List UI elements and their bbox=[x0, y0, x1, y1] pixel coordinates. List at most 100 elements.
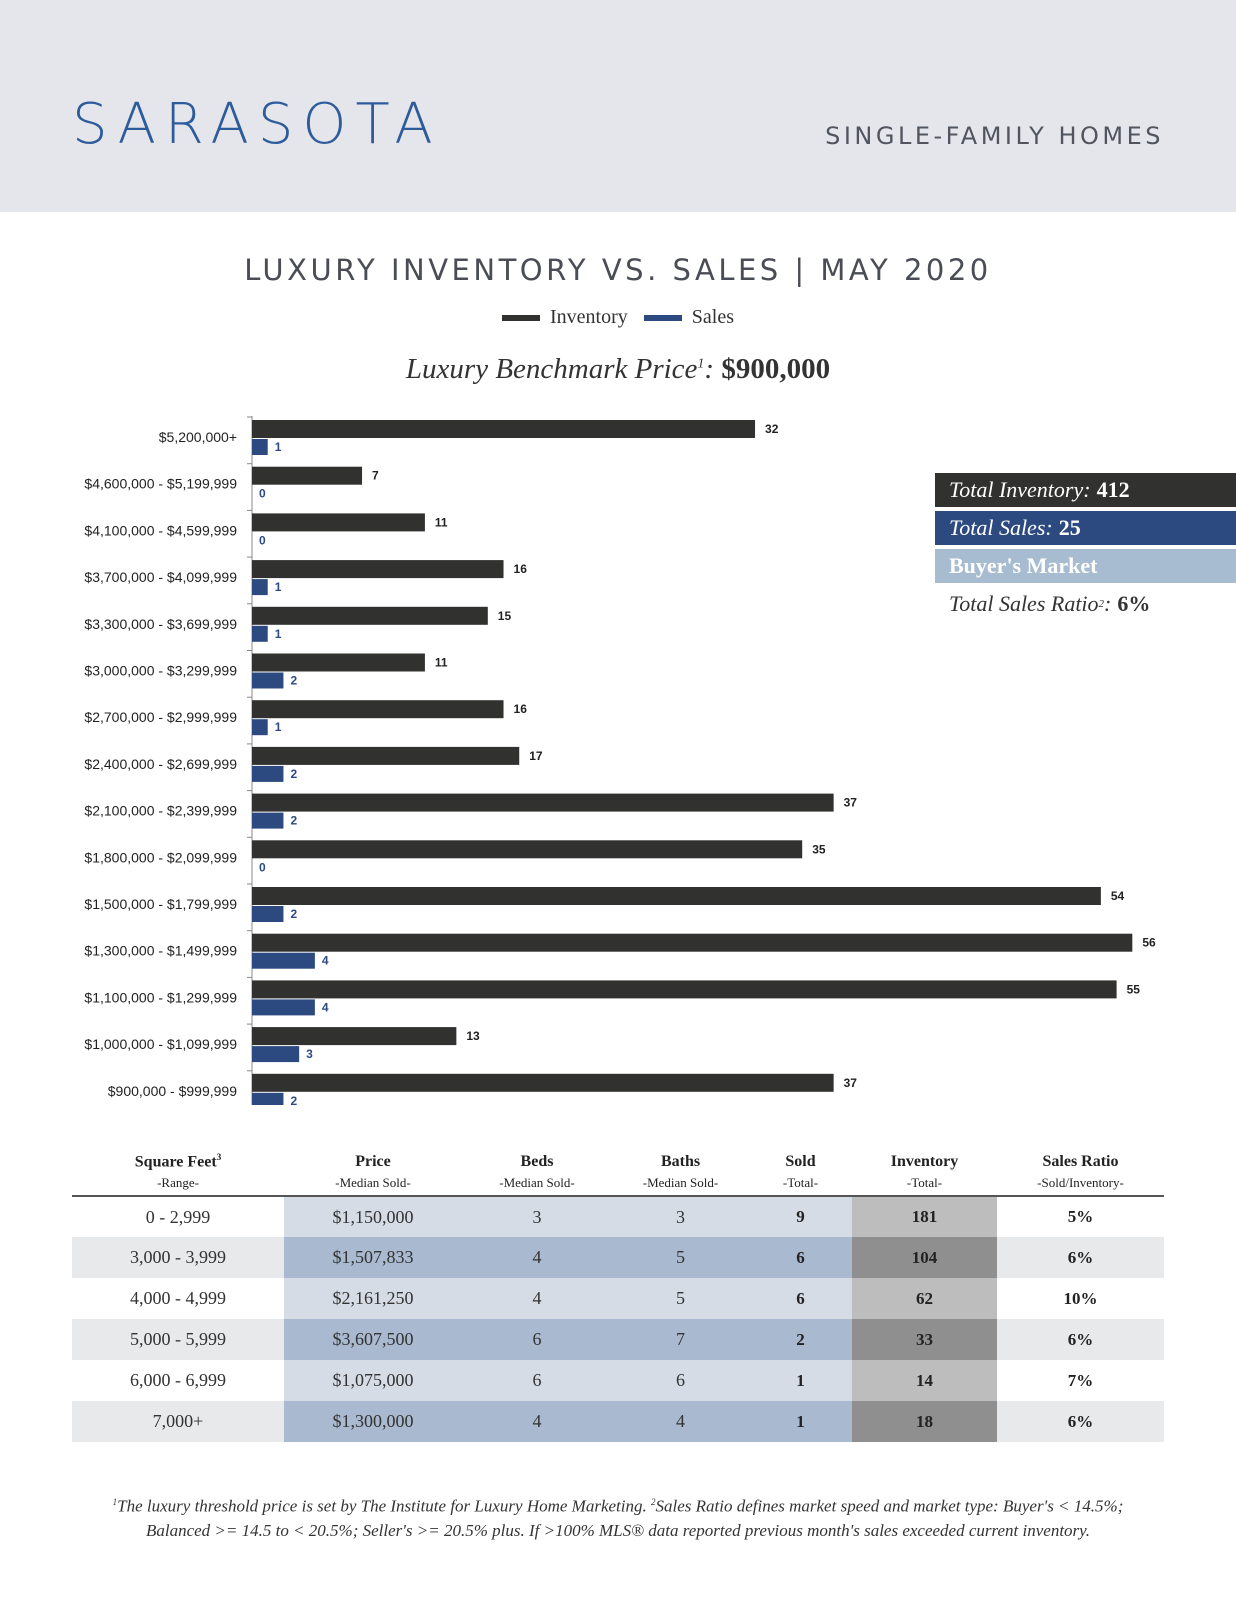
header-beds: Beds bbox=[520, 1153, 554, 1170]
cell-sold: 6 bbox=[749, 1237, 852, 1278]
category-label: $1,800,000 - $2,099,999 bbox=[84, 849, 237, 865]
cell-range: 7,000+ bbox=[72, 1401, 284, 1442]
sales-data-label: 0 bbox=[259, 860, 266, 874]
cell-price: $1,300,000 bbox=[284, 1401, 462, 1442]
sales-data-label: 2 bbox=[290, 1094, 297, 1105]
table-header-row: Square Feet3 Price Beds Baths Sold Inven… bbox=[72, 1150, 1164, 1174]
sales-data-label: 3 bbox=[306, 1047, 313, 1061]
cell-beds: 4 bbox=[462, 1278, 612, 1319]
cell-baths: 3 bbox=[612, 1196, 749, 1237]
sales-bar bbox=[252, 439, 268, 455]
footnote-sup-1: 1 bbox=[112, 1497, 118, 1507]
inventory-data-label: 13 bbox=[466, 1029, 480, 1043]
cell-beds: 4 bbox=[462, 1401, 612, 1442]
sales-data-label: 1 bbox=[275, 440, 282, 454]
sales-data-label: 1 bbox=[275, 580, 282, 594]
total-sales-label: Total Sales: bbox=[949, 515, 1053, 540]
inventory-bar bbox=[252, 560, 504, 579]
inventory-data-label: 56 bbox=[1142, 936, 1156, 950]
chart-title: LUXURY INVENTORY VS. SALES | MAY 2020 bbox=[244, 253, 992, 287]
cell-beds: 4 bbox=[462, 1237, 612, 1278]
footnote-line-1b: Sales Ratio defines market speed and mar… bbox=[655, 1496, 1124, 1516]
total-sales-box: Total Sales: 25 bbox=[935, 511, 1236, 545]
city-title: SARASOTA bbox=[72, 92, 442, 157]
header-price: Price bbox=[355, 1153, 391, 1170]
benchmark-sup: 1 bbox=[697, 356, 705, 372]
cell-inventory: 33 bbox=[852, 1319, 997, 1360]
cell-sales-ratio: 6% bbox=[997, 1401, 1164, 1442]
inventory-data-label: 7 bbox=[372, 469, 379, 483]
cell-price: $1,150,000 bbox=[284, 1196, 462, 1237]
category-label: $2,700,000 - $2,999,999 bbox=[84, 709, 237, 725]
cell-sold: 1 bbox=[749, 1401, 852, 1442]
footnote: 1The luxury threshold price is set by Th… bbox=[72, 1490, 1164, 1543]
cell-range: 4,000 - 4,999 bbox=[72, 1278, 284, 1319]
cell-beds: 3 bbox=[462, 1196, 612, 1237]
subheader-inventory: -Total- bbox=[852, 1174, 997, 1197]
cell-sales-ratio: 6% bbox=[997, 1237, 1164, 1278]
cell-sold: 2 bbox=[749, 1319, 852, 1360]
category-label: $2,400,000 - $2,699,999 bbox=[84, 756, 237, 772]
square-feet-table: Square Feet3 Price Beds Baths Sold Inven… bbox=[72, 1150, 1164, 1442]
inventory-data-label: 11 bbox=[435, 515, 448, 529]
cell-sales-ratio: 5% bbox=[997, 1196, 1164, 1237]
footnote-sup-2: 2 bbox=[651, 1497, 656, 1507]
sales-data-label: 2 bbox=[290, 814, 297, 828]
header-baths: Baths bbox=[660, 1153, 701, 1170]
inventory-data-label: 11 bbox=[435, 656, 448, 670]
category-label: $900,000 - $999,999 bbox=[108, 1083, 237, 1099]
cell-sales-ratio: 10% bbox=[997, 1278, 1164, 1319]
sales-data-label: 2 bbox=[290, 674, 297, 688]
inventory-data-label: 16 bbox=[514, 562, 528, 576]
sales-bar bbox=[252, 672, 284, 689]
sales-data-label: 4 bbox=[322, 1000, 329, 1014]
legend-swatch-sales bbox=[643, 314, 682, 321]
table-row: 6,000 - 6,999 $1,075,000 6 6 1 14 7% bbox=[72, 1360, 1164, 1401]
header-sold: Sold bbox=[785, 1153, 816, 1170]
inventory-bar bbox=[252, 1027, 457, 1046]
inventory-bar bbox=[252, 840, 803, 859]
inventory-data-label: 32 bbox=[765, 422, 779, 436]
subheader-beds: -Median Sold- bbox=[462, 1174, 612, 1197]
total-inventory-label: Total Inventory: bbox=[949, 477, 1091, 502]
table-row: 3,000 - 3,999 $1,507,833 4 5 6 104 6% bbox=[72, 1237, 1164, 1278]
cell-inventory: 104 bbox=[852, 1237, 997, 1278]
cell-baths: 5 bbox=[612, 1278, 749, 1319]
table-row: 0 - 2,999 $1,150,000 3 3 9 181 5% bbox=[72, 1196, 1164, 1237]
cell-price: $2,161,250 bbox=[284, 1278, 462, 1319]
legend-label-sales: Sales bbox=[691, 306, 734, 328]
category-label: $3,000,000 - $3,299,999 bbox=[84, 663, 237, 679]
inventory-data-label: 55 bbox=[1127, 982, 1141, 996]
benchmark-value: $900,000 bbox=[721, 353, 831, 385]
category-label: $5,200,000+ bbox=[159, 429, 237, 445]
header-sales-ratio: Sales Ratio bbox=[1042, 1153, 1119, 1170]
legend-label-inventory: Inventory bbox=[550, 306, 628, 328]
inventory-bar bbox=[252, 746, 520, 765]
inventory-bar bbox=[252, 606, 488, 625]
inventory-bar bbox=[252, 980, 1117, 999]
table-subheader-row: -Range- -Median Sold- -Median Sold- -Med… bbox=[72, 1174, 1164, 1197]
footnote-line-2: Balanced >= 14.5 to < 20.5%; Seller's >=… bbox=[145, 1520, 1091, 1540]
cell-beds: 6 bbox=[462, 1319, 612, 1360]
sales-data-label: 0 bbox=[259, 533, 266, 547]
inventory-data-label: 54 bbox=[1111, 889, 1125, 903]
cell-price: $1,507,833 bbox=[284, 1237, 462, 1278]
sales-bar bbox=[252, 1046, 300, 1063]
legend-item-inventory: Inventory bbox=[502, 306, 628, 329]
sales-bar bbox=[252, 952, 315, 969]
category-label: $4,600,000 - $5,199,999 bbox=[84, 476, 237, 492]
cell-sales-ratio: 6% bbox=[997, 1319, 1164, 1360]
cell-beds: 6 bbox=[462, 1360, 612, 1401]
category-label: $1,500,000 - $1,799,999 bbox=[84, 896, 237, 912]
cell-baths: 4 bbox=[612, 1401, 749, 1442]
category-label: $3,300,000 - $3,699,999 bbox=[84, 616, 237, 632]
header-square-feet: Square Feet3 bbox=[134, 1152, 222, 1171]
inventory-bar bbox=[252, 1073, 834, 1092]
sales-bar bbox=[252, 579, 268, 596]
sales-bar bbox=[252, 812, 284, 829]
benchmark-price: Luxury Benchmark Price1: $900,000 bbox=[0, 353, 1236, 386]
sales-ratio-colon: : bbox=[1104, 591, 1112, 616]
cell-inventory: 14 bbox=[852, 1360, 997, 1401]
footnote-line-1: The luxury threshold price is set by The… bbox=[117, 1496, 651, 1516]
subheader-price: -Median Sold- bbox=[284, 1174, 462, 1197]
